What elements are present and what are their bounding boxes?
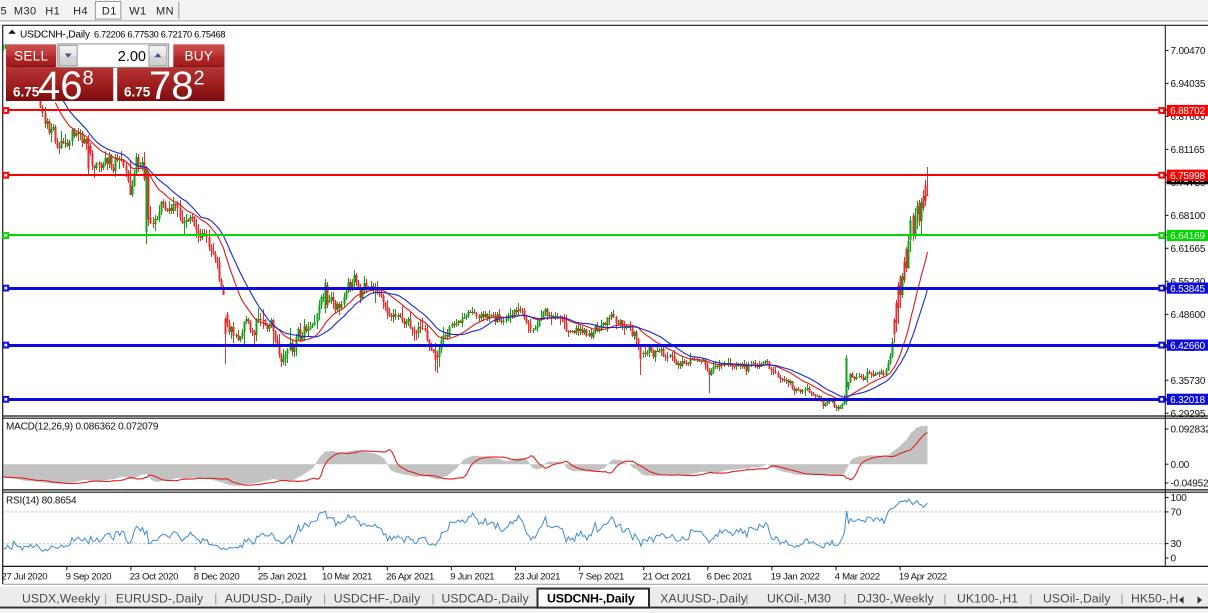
svg-text:6.87600: 6.87600 (1171, 112, 1206, 123)
svg-text:46: 46 (38, 64, 83, 108)
svg-text:6 Dec 2021: 6 Dec 2021 (707, 571, 753, 582)
svg-text:6.53845: 6.53845 (1170, 284, 1205, 295)
svg-text:7 Sep 2021: 7 Sep 2021 (578, 571, 624, 582)
svg-text:USDCNH-,Daily: USDCNH-,Daily (547, 592, 635, 606)
svg-text:6.35730: 6.35730 (1171, 376, 1206, 387)
svg-text:|: | (1030, 593, 1033, 605)
svg-text:25 Jan 2021: 25 Jan 2021 (258, 571, 307, 582)
svg-text:100: 100 (1171, 493, 1188, 504)
svg-text:H1: H1 (45, 6, 60, 18)
svg-text:9 Jun 2021: 9 Jun 2021 (450, 571, 494, 582)
svg-text:USDCHF-,Daily: USDCHF-,Daily (334, 591, 421, 605)
svg-text:HK50-,H: HK50-,H (1131, 591, 1178, 605)
svg-text:|: | (944, 593, 947, 605)
svg-text:RSI(14) 80.8654: RSI(14) 80.8654 (6, 496, 77, 507)
svg-text:27 Jul 2020: 27 Jul 2020 (2, 571, 48, 582)
svg-text:6.72206 6.77530 6.72170 6.7546: 6.72206 6.77530 6.72170 6.75468 (94, 29, 225, 39)
svg-text:6.75: 6.75 (13, 84, 40, 99)
svg-text:MACD(12,26,9) 0.086362 0.07207: MACD(12,26,9) 0.086362 0.072079 (6, 422, 159, 433)
svg-text:26 Apr 2021: 26 Apr 2021 (386, 571, 434, 582)
svg-text:19 Apr 2022: 19 Apr 2022 (899, 571, 947, 582)
svg-text:|: | (104, 593, 107, 605)
svg-text:2.00: 2.00 (118, 49, 146, 65)
svg-text:9 Sep 2020: 9 Sep 2020 (66, 571, 112, 582)
svg-text:6.75: 6.75 (124, 84, 151, 99)
svg-text:0.092832: 0.092832 (1171, 425, 1208, 436)
svg-text:10 Mar 2021: 10 Mar 2021 (322, 571, 372, 582)
svg-text:USDCAD-,Daily: USDCAD-,Daily (442, 591, 530, 605)
svg-text:UK100-,H1: UK100-,H1 (957, 591, 1018, 605)
svg-text:BUY: BUY (184, 48, 213, 63)
svg-text:7.00470: 7.00470 (1171, 46, 1206, 57)
svg-text:DJ30-,Weekly: DJ30-,Weekly (857, 591, 935, 605)
svg-text:2: 2 (194, 68, 205, 90)
svg-text:19 Jan 2022: 19 Jan 2022 (771, 571, 820, 582)
svg-text:6.81165: 6.81165 (1171, 145, 1206, 156)
svg-text:D1: D1 (102, 6, 117, 18)
svg-text:6.32018: 6.32018 (1170, 395, 1205, 406)
svg-text:6.64169: 6.64169 (1170, 231, 1205, 242)
svg-text:XAUUSD-,Daily: XAUUSD-,Daily (660, 591, 747, 605)
svg-text:|: | (323, 593, 326, 605)
svg-text:M30: M30 (14, 6, 37, 18)
svg-text:6.94035: 6.94035 (1171, 79, 1206, 90)
svg-text:6.88702: 6.88702 (1170, 106, 1205, 117)
svg-text:6.42660: 6.42660 (1170, 341, 1205, 352)
svg-text:8: 8 (83, 68, 94, 90)
svg-text:23 Jul 2021: 23 Jul 2021 (514, 571, 560, 582)
svg-text:|: | (746, 593, 749, 605)
svg-text:6.68100: 6.68100 (1171, 211, 1206, 222)
svg-text:70: 70 (1171, 508, 1182, 519)
svg-text:AUDUSD-,Daily: AUDUSD-,Daily (225, 591, 313, 605)
svg-text:USDX,Weekly: USDX,Weekly (22, 591, 101, 605)
svg-text:|: | (1121, 593, 1124, 605)
svg-text:8 Dec 2020: 8 Dec 2020 (194, 571, 240, 582)
svg-text:23 Oct 2020: 23 Oct 2020 (130, 571, 178, 582)
svg-text:0: 0 (1171, 554, 1177, 565)
svg-text:6.48600: 6.48600 (1171, 310, 1206, 321)
svg-text:6.75998: 6.75998 (1170, 171, 1205, 182)
svg-text:30: 30 (1171, 539, 1182, 550)
svg-text:6.61665: 6.61665 (1171, 244, 1206, 255)
svg-text:EURUSD-,Daily: EURUSD-,Daily (116, 591, 204, 605)
svg-text:UKOil-,M30: UKOil-,M30 (767, 591, 831, 605)
svg-text:USDCNH-,Daily: USDCNH-,Daily (20, 29, 91, 40)
svg-text:SELL: SELL (14, 48, 48, 63)
svg-text:6.29295: 6.29295 (1171, 409, 1206, 420)
svg-text:4 Mar 2022: 4 Mar 2022 (835, 571, 880, 582)
svg-text:|: | (844, 593, 847, 605)
svg-text:H4: H4 (73, 6, 88, 18)
svg-text:21 Oct 2021: 21 Oct 2021 (643, 571, 691, 582)
svg-text:MN: MN (156, 6, 174, 18)
svg-text:0.00: 0.00 (1171, 460, 1190, 471)
svg-text:78: 78 (149, 64, 194, 108)
svg-text:6.55230: 6.55230 (1171, 277, 1206, 288)
svg-text:W1: W1 (129, 6, 146, 18)
svg-text:5: 5 (1, 6, 8, 18)
svg-text:USOil-,Daily: USOil-,Daily (1043, 591, 1111, 605)
svg-text:|: | (432, 593, 435, 605)
svg-text:|: | (214, 593, 217, 605)
